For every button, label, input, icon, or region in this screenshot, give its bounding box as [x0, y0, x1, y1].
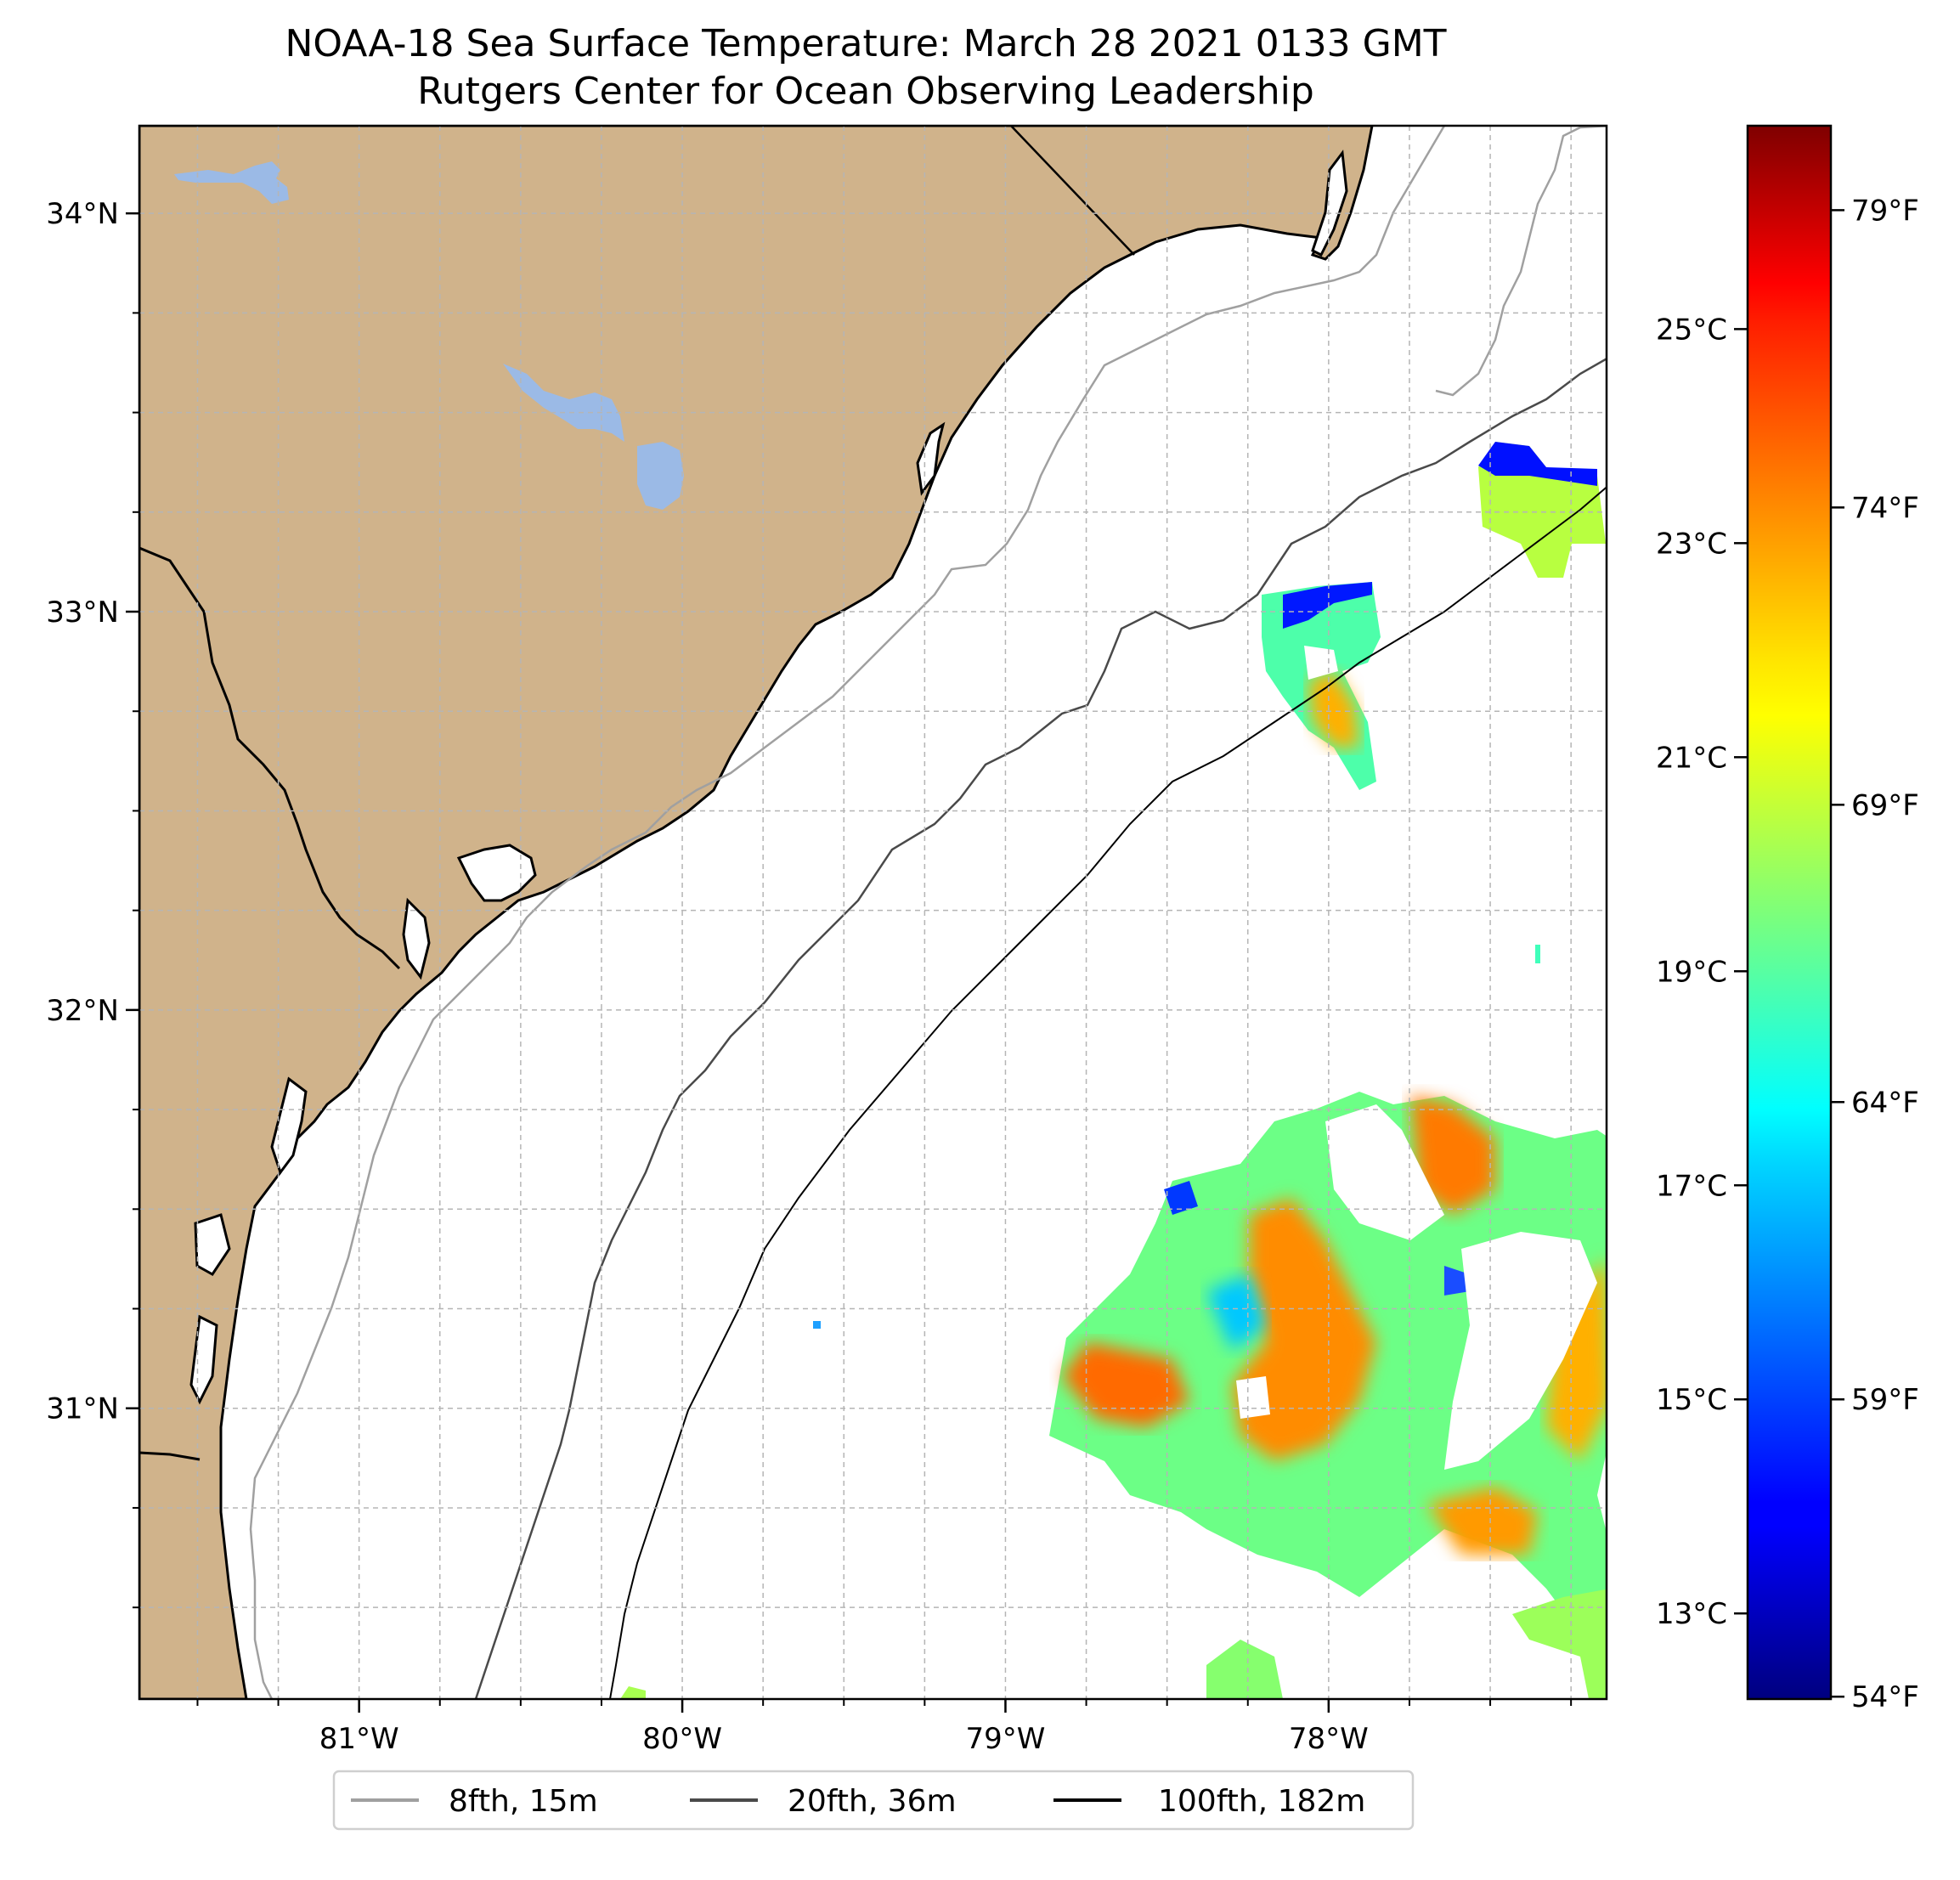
- sst-patch-bottom-1: [1206, 1640, 1283, 1699]
- sst-cloud-gap-1: [1325, 1104, 1444, 1240]
- sst-speck-2: [813, 1321, 821, 1329]
- lon-tick-label: 78°W: [1289, 1722, 1369, 1756]
- lake-moultrie: [637, 442, 684, 510]
- colorbar-celsius-label: 17°C: [1656, 1169, 1727, 1203]
- sst-cool-edge-1: [1164, 1181, 1198, 1215]
- colorbar-celsius-axis: 13°C 15°C 17°C 19°C 21°C 23°C 25°C: [1656, 313, 1748, 1631]
- sound-st-catherines: [270, 1076, 308, 1176]
- colorbar-gradient: [1746, 124, 1833, 1701]
- sound-st-helena: [402, 897, 431, 980]
- legend-label-8fth: 8fth, 15m: [449, 1784, 598, 1819]
- lat-tick-label: 32°N: [46, 994, 119, 1028]
- lat-tick-label: 31°N: [46, 1392, 119, 1426]
- colorbar-celsius-label: 21°C: [1656, 741, 1727, 775]
- legend-label-20fth: 20fth, 36m: [788, 1784, 957, 1819]
- colorbar: 13°C 15°C 17°C 19°C 21°C 23°C 25°C 54°F 59°F 64°…: [1656, 124, 1919, 1714]
- lat-tick-label: 34°N: [46, 197, 119, 231]
- bay-winyah: [916, 421, 946, 496]
- lat-tick-label: 33°N: [46, 596, 119, 629]
- map-frame: [138, 124, 1608, 1701]
- contour-20fth: [474, 357, 1607, 1699]
- sst-data-layer: [548, 442, 1607, 1699]
- sound-sapelo: [194, 1213, 231, 1276]
- sst-warm-core-1: [1062, 1342, 1189, 1427]
- colorbar-celsius-label: 23°C: [1656, 527, 1727, 561]
- sst-warm-core-3: [1410, 1096, 1495, 1215]
- colorbar-celsius-label: 15°C: [1656, 1383, 1727, 1417]
- lon-tick-label: 80°W: [642, 1722, 722, 1756]
- river-altamaha: [139, 1451, 201, 1461]
- contour-100fth: [609, 486, 1607, 1699]
- sst-cloud-gap-4: [1304, 646, 1338, 680]
- colorbar-fahrenheit-label: 64°F: [1851, 1086, 1919, 1120]
- latitude-axis: 31°N 32°N 33°N 34°N: [46, 197, 139, 1609]
- figure-title-line1: NOAA-18 Sea Surface Temperature: March 2…: [285, 22, 1446, 65]
- lon-tick-label: 81°W: [319, 1722, 399, 1756]
- land-mass: [139, 126, 1374, 1699]
- colorbar-fahrenheit-label: 69°F: [1851, 788, 1919, 822]
- lake-marion: [503, 364, 624, 442]
- state-border: [1010, 126, 1135, 256]
- legend: 8fth, 15m 20fth, 36m 100fth, 182m: [332, 1770, 1415, 1831]
- sound-port-royal: [456, 844, 537, 902]
- colorbar-fahrenheit-label: 59°F: [1851, 1383, 1919, 1417]
- sst-cloud-gap-2: [1444, 1232, 1597, 1470]
- lon-tick-label: 79°W: [966, 1722, 1046, 1756]
- contour-8fth: [249, 126, 1446, 1699]
- figure-title-line2: Rutgers Center for Ocean Observing Leade…: [417, 70, 1314, 113]
- inlet-cape-fear: [1311, 150, 1348, 257]
- contour-8fth-east: [1435, 126, 1607, 397]
- sst-cloud-gap-3: [1236, 1376, 1270, 1419]
- colorbar-celsius-label: 13°C: [1656, 1597, 1727, 1631]
- river-savannah: [139, 546, 401, 970]
- legend-box: [332, 1770, 1415, 1831]
- sst-warm-core-5: [1427, 1487, 1538, 1555]
- colorbar-fahrenheit-label: 74°F: [1851, 491, 1919, 525]
- sst-patch-bottom-3: [620, 1686, 646, 1699]
- sst-patch-bottom-2: [1512, 1589, 1607, 1699]
- graticule-grid: [139, 126, 1607, 1699]
- legend-label-100fth: 100fth, 182m: [1158, 1784, 1365, 1819]
- sst-patch-mid-right-edge: [1283, 582, 1372, 629]
- colorbar-celsius-label: 19°C: [1656, 955, 1727, 989]
- lake-northwest: [174, 161, 289, 204]
- longitude-axis: 81°W 80°W 79°W 78°W: [196, 1699, 1573, 1756]
- colorbar-fahrenheit-axis: 54°F 59°F 64°F 69°F 74°F 79°F: [1831, 194, 1919, 1714]
- sst-cool-edge-3: [1444, 1266, 1470, 1296]
- map-panel: [138, 124, 1608, 1701]
- colorbar-celsius-label: 25°C: [1656, 313, 1727, 347]
- sst-cool-edge-2: [1206, 1274, 1266, 1351]
- colorbar-fahrenheit-label: 54°F: [1851, 1680, 1919, 1714]
- sst-speck-1: [1535, 945, 1540, 963]
- colorbar-fahrenheit-label: 79°F: [1851, 194, 1919, 228]
- sst-patch-upper-right-edge: [1478, 442, 1597, 486]
